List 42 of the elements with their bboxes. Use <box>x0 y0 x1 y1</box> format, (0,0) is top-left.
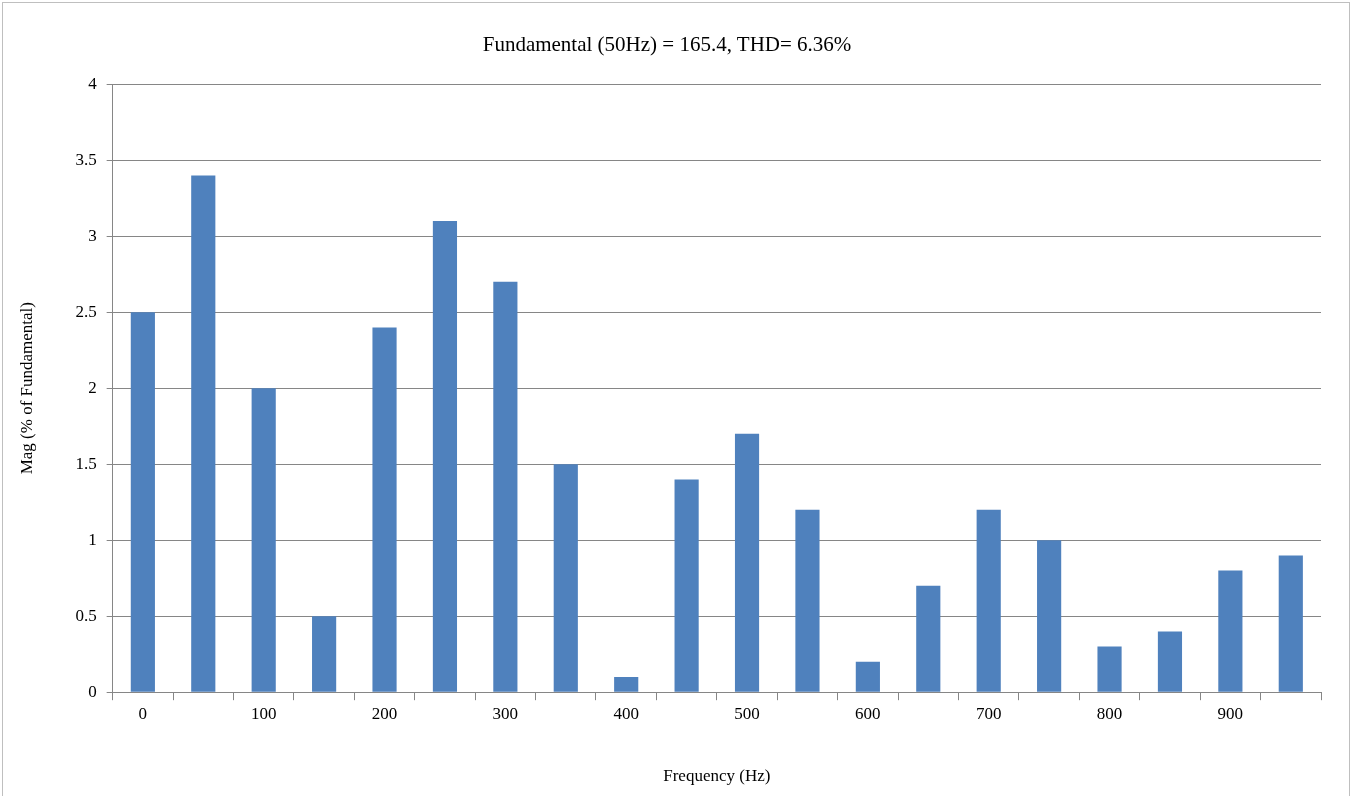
x-axis-title: Frequency (Hz) <box>663 766 771 786</box>
bar <box>614 677 639 692</box>
bar <box>1278 555 1303 692</box>
bar <box>130 312 155 692</box>
x-tick-label: 0 <box>138 703 148 723</box>
bar <box>674 479 699 692</box>
bar <box>432 221 458 692</box>
x-tick-label: 600 <box>855 703 881 723</box>
bar <box>251 388 276 692</box>
y-tick-label: 3.5 <box>75 149 97 169</box>
y-axis-title: Mag (% of Fundamental) <box>16 302 36 475</box>
x-tick-label: 900 <box>1217 703 1244 723</box>
chart-title: Fundamental (50Hz) = 165.4, THD= 6.36% <box>482 32 852 57</box>
bar <box>1218 570 1243 692</box>
x-tick-label: 300 <box>492 703 519 723</box>
bar <box>191 175 216 692</box>
bar <box>312 616 337 692</box>
bar <box>1157 631 1183 692</box>
y-tick-label: 0 <box>88 681 97 701</box>
bar <box>916 585 941 692</box>
x-tick-label: 700 <box>975 703 1002 723</box>
y-tick-label: 1 <box>88 529 97 549</box>
bar <box>734 433 760 692</box>
bar <box>855 661 880 692</box>
x-tick-label: 200 <box>371 703 398 723</box>
bar <box>372 327 397 692</box>
y-tick-label: 1.5 <box>75 453 97 473</box>
x-tick-label: 800 <box>1096 703 1123 723</box>
bar <box>795 509 820 692</box>
y-tick-label: 2 <box>88 377 97 397</box>
y-tick-label: 0.5 <box>75 605 97 625</box>
x-tick-label: 100 <box>250 703 277 723</box>
bar <box>553 464 578 692</box>
x-tick-label: 400 <box>613 703 639 723</box>
y-tick-label: 3 <box>88 225 97 245</box>
y-tick-label: 4 <box>88 73 98 93</box>
bar <box>493 281 518 692</box>
bar <box>1097 646 1122 692</box>
x-tick-label: 500 <box>734 703 760 723</box>
bar <box>1037 540 1062 692</box>
y-tick-label: 2.5 <box>75 301 97 321</box>
bar <box>976 509 1001 692</box>
